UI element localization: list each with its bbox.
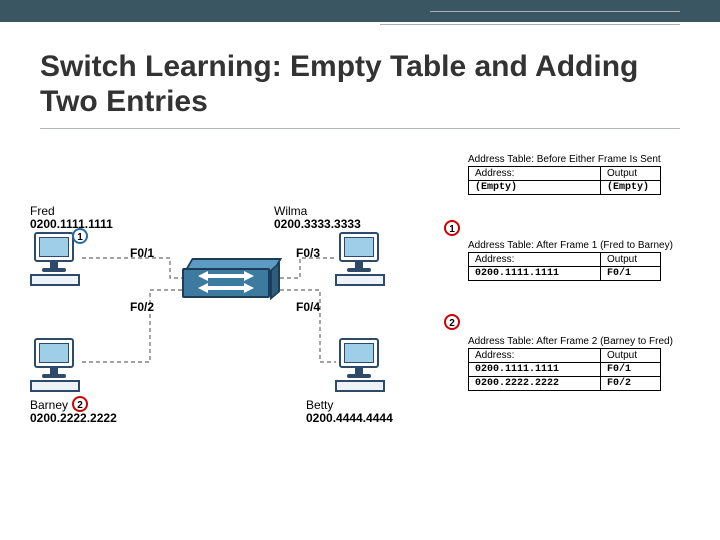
port-f02: F0/2 — [130, 300, 154, 314]
host-wilma-name: Wilma — [274, 204, 307, 218]
port-f04: F0/4 — [296, 300, 320, 314]
table-after1: Address Table: After Frame 1 (Fred to Ba… — [468, 240, 673, 281]
table-before-caption: Address Table: Before Either Frame Is Se… — [468, 154, 661, 165]
table-after1-caption: Address Table: After Frame 1 (Fred to Ba… — [468, 240, 673, 251]
header-rule — [380, 24, 680, 25]
host-fred-name: Fred — [30, 204, 55, 218]
host-wilma-mac: 0200.3333.3333 — [274, 217, 361, 231]
step-badge-1a: 1 — [72, 228, 88, 244]
port-f01: F0/1 — [130, 246, 154, 260]
table-after2: Address Table: After Frame 2 (Barney to … — [468, 336, 673, 391]
step-badge-2b: 2 — [444, 314, 460, 330]
port-f03: F0/3 — [296, 246, 320, 260]
col-address: Address: — [469, 349, 601, 363]
col-address: Address: — [469, 167, 601, 181]
host-barney — [30, 338, 84, 392]
host-barney-name: Barney — [30, 398, 68, 412]
cell: F0/2 — [601, 377, 661, 391]
host-betty — [335, 338, 389, 392]
header-bar — [0, 0, 720, 22]
col-address: Address: — [469, 253, 601, 267]
cell: 0200.1111.1111 — [469, 267, 601, 281]
col-output: Output — [601, 253, 661, 267]
host-wilma — [335, 232, 389, 286]
table-after2-caption: Address Table: After Frame 2 (Barney to … — [468, 336, 673, 347]
cell: 0200.1111.1111 — [469, 363, 601, 377]
cell: F0/1 — [601, 363, 661, 377]
cell: 0200.2222.2222 — [469, 377, 601, 391]
table-before: Address Table: Before Either Frame Is Se… — [468, 154, 661, 195]
switch — [182, 258, 278, 304]
host-fred-mac: 0200.1111.1111 — [30, 217, 113, 231]
host-betty-name: Betty — [306, 398, 333, 412]
switch-arrows-icon — [196, 270, 256, 296]
host-betty-mac: 0200.4444.4444 — [306, 411, 393, 425]
page-title: Switch Learning: Empty Table and Adding … — [40, 50, 660, 119]
cell: F0/1 — [601, 267, 661, 281]
cell: (Empty) — [469, 181, 601, 195]
col-output: Output — [601, 167, 661, 181]
cell: (Empty) — [601, 181, 661, 195]
col-output: Output — [601, 349, 661, 363]
title-underline — [40, 128, 680, 129]
diagram-canvas: Fred 0200.1111.1111 Wilma 0200.3333.3333… — [0, 150, 720, 520]
step-badge-2a: 2 — [72, 396, 88, 412]
host-barney-mac: 0200.2222.2222 — [30, 411, 117, 425]
step-badge-1b: 1 — [444, 220, 460, 236]
